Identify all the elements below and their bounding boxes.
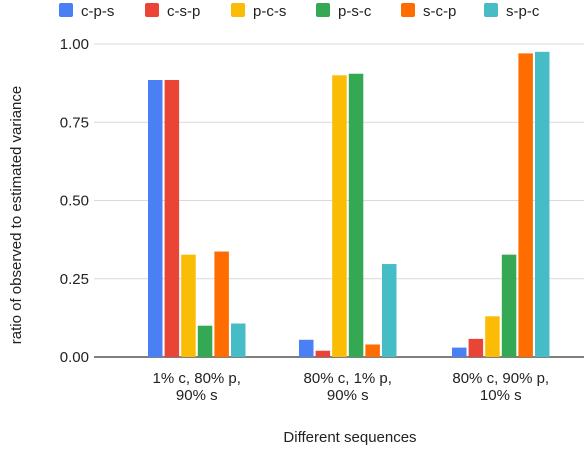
bar-s-c-p-0 <box>214 251 229 357</box>
legend-swatch <box>401 3 415 17</box>
legend-label: c-s-p <box>167 3 200 20</box>
legend: c-p-s c-s-p p-c-s p-s-c s-c-p s-p-c <box>59 3 540 20</box>
bar-p-s-c-2 <box>501 254 517 357</box>
legend-label: p-c-s <box>253 3 286 20</box>
bar-c-p-s-0 <box>148 79 163 358</box>
bar-p-c-s-2 <box>485 316 500 357</box>
bar-s-c-p-2 <box>518 53 533 357</box>
bar-c-p-s-2 <box>452 347 467 357</box>
legend-swatch <box>59 3 73 17</box>
y-tick-label: 0.00 <box>60 349 89 366</box>
x-tick-label: 80% c, 1% p, <box>304 370 392 387</box>
bars <box>148 51 550 358</box>
bar-c-s-p-2 <box>468 338 484 357</box>
bar-p-c-s-0 <box>181 254 196 357</box>
bar-p-c-s-1 <box>332 75 347 358</box>
legend-label: s-c-p <box>423 3 456 20</box>
bar-s-c-p-1 <box>365 344 380 357</box>
bar-c-s-p-1 <box>315 350 331 357</box>
x-tick-label: 80% c, 90% p, <box>452 370 549 387</box>
x-axis-title: Different sequences <box>283 429 416 446</box>
bar-p-s-c-1 <box>348 73 364 358</box>
legend-label: p-s-c <box>338 3 372 20</box>
y-tick-label: 0.75 <box>60 114 89 131</box>
bar-c-p-s-1 <box>299 339 314 357</box>
y-tick-label: 0.50 <box>60 193 89 210</box>
bar-p-s-c-0 <box>197 325 213 357</box>
x-tick-label: 90% s <box>327 387 369 404</box>
legend-swatch <box>484 3 498 17</box>
legend-swatch <box>316 3 330 17</box>
legend-label: s-p-c <box>506 3 540 20</box>
bar-s-p-c-1 <box>382 264 397 357</box>
y-tick-labels: 0.00 0.25 0.50 0.75 1.00 <box>60 36 89 366</box>
bar-s-p-c-2 <box>535 51 550 357</box>
bar-c-s-p-0 <box>164 79 180 358</box>
legend-swatch <box>145 3 159 17</box>
y-tick-label: 0.25 <box>60 271 89 288</box>
y-axis-title: ratio of observed to estimated variance <box>8 86 25 344</box>
x-tick-label: 10% s <box>480 387 522 404</box>
x-tick-labels: 1% c, 80% p,90% s80% c, 1% p,90% s80% c,… <box>153 370 550 404</box>
x-tick-label: 1% c, 80% p, <box>153 370 241 387</box>
y-tick-label: 1.00 <box>60 36 89 53</box>
x-tick-label: 90% s <box>176 387 218 404</box>
legend-label: c-p-s <box>81 3 114 20</box>
legend-swatch <box>231 3 245 17</box>
bar-s-p-c-0 <box>231 323 246 357</box>
